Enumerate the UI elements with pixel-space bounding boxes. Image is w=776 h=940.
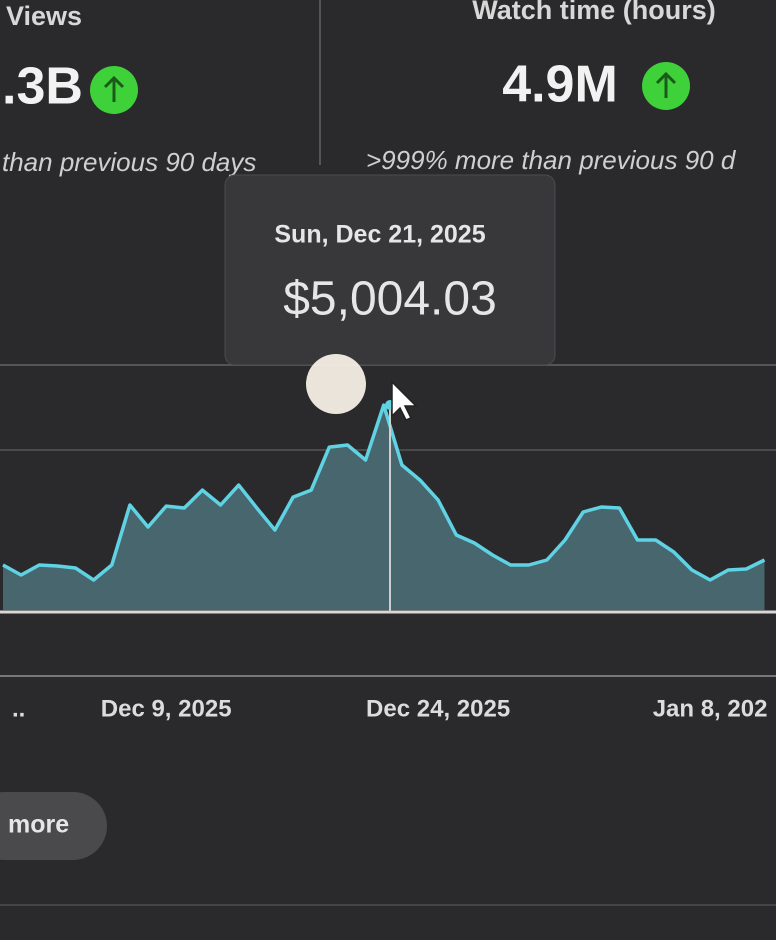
card-value: 4.9M <box>502 56 618 114</box>
card-note: than previous 90 days <box>2 147 256 177</box>
x-tick-label: Dec 9, 2025 <box>101 695 232 722</box>
plot <box>2 403 766 610</box>
x-tick-label: Jan 8, 202 <box>653 695 768 722</box>
up-arrow <box>655 71 677 98</box>
area <box>3 405 765 610</box>
line <box>2 403 766 582</box>
tooltip-date: Sun, Dec 21, 2025 <box>274 221 485 249</box>
x-tick-label: .. <box>12 695 25 722</box>
glare <box>306 354 366 414</box>
x-axis: .. Dec 9, 2025 Dec 24, 2025 Jan 8, 202 <box>12 695 767 722</box>
x-tick-label: Dec 24, 2025 <box>366 695 510 722</box>
tooltip-value: $5,004.03 <box>283 273 497 326</box>
more-button[interactable] <box>0 792 107 860</box>
card-title: Watch time (hours) <box>472 0 716 25</box>
cursor <box>391 380 418 421</box>
card-value: .3B <box>2 58 83 116</box>
card-note: >999% more than previous 90 d <box>366 145 737 175</box>
button-label[interactable]: more <box>8 811 69 839</box>
up-arrow <box>103 75 125 102</box>
tooltip <box>224 174 556 366</box>
card-title: Views <box>6 1 82 31</box>
